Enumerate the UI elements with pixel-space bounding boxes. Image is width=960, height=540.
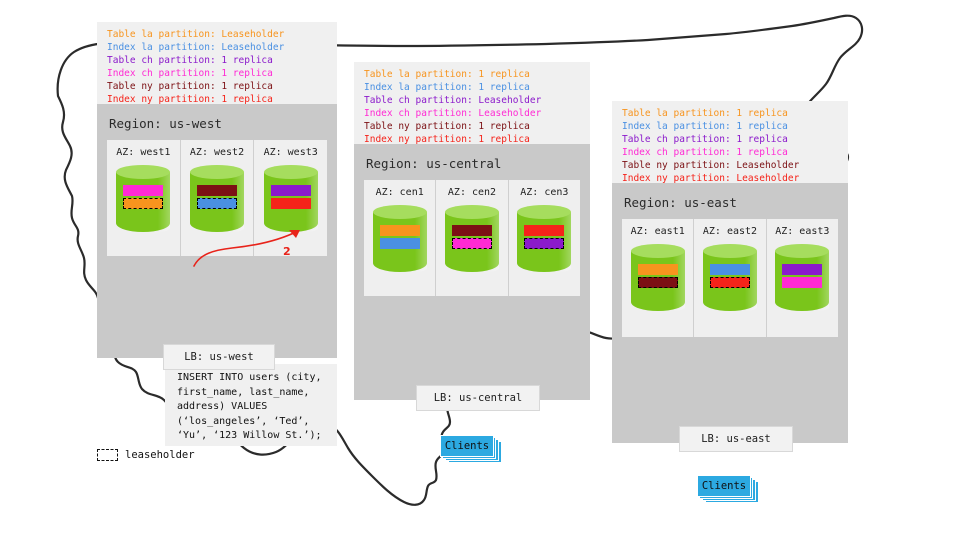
- az-west2[interactable]: AZ: west2: [181, 140, 255, 256]
- clients-label: Clients: [697, 475, 751, 497]
- partition-stripe: [123, 198, 164, 209]
- load-balancer-us-east[interactable]: LB: us-east: [679, 426, 793, 452]
- region-panel-us-central: Region: us-central AZ: cen1 AZ: cen2: [354, 144, 590, 463]
- partition-stripe: [451, 225, 492, 236]
- partition-stripe: [782, 277, 823, 288]
- partition-stripe: [123, 185, 164, 196]
- az-label: AZ: cen1: [375, 187, 424, 198]
- region-group-us-east: Table la partition: 1 replica Index la p…: [612, 101, 848, 503]
- region-panel-us-east: Region: us-east AZ: east1 AZ: east2: [612, 183, 848, 503]
- db-node-icon: [372, 205, 427, 279]
- db-node-icon: [444, 205, 499, 279]
- partition-stripe: [197, 185, 237, 196]
- load-balancer-us-west[interactable]: LB: us-west: [163, 344, 275, 370]
- partition-stripe: [197, 198, 237, 209]
- partition-stripe: [782, 264, 823, 275]
- partition-stripe: [709, 277, 750, 288]
- db-node-icon: [517, 205, 572, 279]
- region-legend-us-west: Table la partition: Leaseholder Index la…: [97, 22, 337, 106]
- legend-line: Table ny partition: 1 replica: [107, 81, 273, 93]
- region-legend-us-east: Table la partition: 1 replica Index la p…: [612, 101, 848, 185]
- clients-us-east[interactable]: Clients: [697, 475, 759, 503]
- db-node-icon: [263, 165, 318, 239]
- leaseholder-key-label: leaseholder: [125, 449, 195, 461]
- partition-stripe: [379, 225, 420, 236]
- partition-stripe: [270, 185, 311, 196]
- partition-stripe: [524, 225, 565, 236]
- sql-insert-note: INSERT INTO users (city, first_name, las…: [165, 364, 337, 446]
- az-label: AZ: west3: [263, 147, 318, 158]
- az-label: AZ: west2: [189, 147, 245, 158]
- legend-line: Index ch partition: Leaseholder: [364, 108, 542, 120]
- region-group-us-central: Table la partition: 1 replica Index la p…: [354, 62, 590, 463]
- az-east2[interactable]: AZ: east2: [694, 219, 767, 337]
- legend-line: Index la partition: 1 replica: [622, 121, 788, 133]
- az-strip-us-central: AZ: cen1 AZ: cen2: [364, 180, 580, 296]
- legend-line: Index ny partition: 1 replica: [364, 134, 530, 146]
- az-east3[interactable]: AZ: east3: [767, 219, 838, 337]
- legend-line: Table ny partition: Leaseholder: [622, 160, 800, 172]
- az-label: AZ: cen3: [520, 187, 569, 198]
- partition-stripe: [379, 238, 420, 249]
- az-cen2[interactable]: AZ: cen2: [436, 180, 509, 296]
- db-node-icon: [630, 244, 685, 318]
- partition-stripe: [709, 264, 750, 275]
- legend-line: Index ny partition: Leaseholder: [622, 173, 800, 185]
- az-strip-us-west: AZ: west1 AZ: west2: [107, 140, 327, 256]
- az-cen3[interactable]: AZ: cen3: [509, 180, 580, 296]
- partition-stripe: [270, 198, 311, 209]
- partition-stripe: [637, 277, 678, 288]
- region-panel-us-west: Region: us-west AZ: west1 AZ: west2: [97, 104, 337, 422]
- az-strip-us-east: AZ: east1 AZ: east2: [622, 219, 838, 337]
- region-legend-us-central: Table la partition: 1 replica Index la p…: [354, 62, 590, 146]
- partition-stripe: [637, 264, 678, 275]
- dashed-box-icon: [97, 449, 118, 461]
- clients-us-central[interactable]: Clients: [440, 435, 502, 463]
- az-east1[interactable]: AZ: east1: [622, 219, 695, 337]
- clients-label: Clients: [440, 435, 494, 457]
- region-title: Region: us-west: [109, 116, 222, 131]
- annotation-number: 2: [283, 245, 291, 258]
- az-label: AZ: east2: [702, 226, 758, 237]
- az-label: AZ: cen2: [447, 187, 497, 198]
- legend-line: Table ny partition: 1 replica: [364, 121, 530, 133]
- legend-line: Index la partition: 1 replica: [364, 82, 530, 94]
- partition-stripe: [524, 238, 565, 249]
- partition-stripe: [451, 238, 492, 249]
- legend-line: Index ch partition: 1 replica: [107, 68, 273, 80]
- az-label: AZ: east1: [630, 226, 685, 237]
- az-cen1[interactable]: AZ: cen1: [364, 180, 437, 296]
- az-label: AZ: west1: [116, 147, 171, 158]
- az-west1[interactable]: AZ: west1: [107, 140, 181, 256]
- db-node-icon: [775, 244, 830, 318]
- legend-line: Table ch partition: Leaseholder: [364, 95, 542, 107]
- region-title: Region: us-central: [366, 156, 502, 171]
- legend-line: Table la partition: Leaseholder: [107, 29, 285, 40]
- legend-line: Table ch partition: 1 replica: [107, 55, 273, 67]
- legend-line: Index ch partition: 1 replica: [622, 147, 788, 159]
- region-title: Region: us-east: [624, 195, 737, 210]
- load-balancer-us-central[interactable]: LB: us-central: [416, 385, 540, 411]
- db-node-icon: [116, 165, 171, 239]
- db-node-icon: [190, 165, 244, 239]
- legend-line: Index la partition: Leaseholder: [107, 42, 285, 54]
- region-group-us-west: Table la partition: Leaseholder Index la…: [97, 22, 337, 422]
- db-node-icon: [702, 244, 757, 318]
- legend-line: Index ny partition: 1 replica: [107, 94, 273, 106]
- legend-line: Table la partition: 1 replica: [364, 69, 530, 80]
- az-west3[interactable]: AZ: west3: [254, 140, 327, 256]
- leaseholder-key: leaseholder: [97, 449, 195, 461]
- legend-line: Table la partition: 1 replica: [622, 108, 788, 119]
- az-label: AZ: east3: [775, 226, 830, 237]
- legend-line: Table ch partition: 1 replica: [622, 134, 788, 146]
